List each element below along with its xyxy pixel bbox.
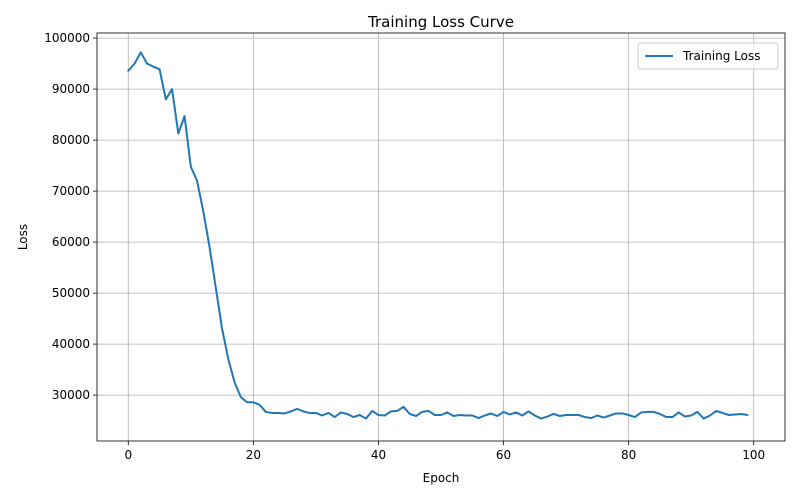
- series-layer: [127, 51, 749, 420]
- y-tick-label: 50000: [52, 286, 90, 300]
- legend: Training Loss: [637, 42, 779, 70]
- x-axis-label: Epoch: [423, 471, 460, 485]
- x-tick-label: 20: [246, 448, 261, 462]
- chart-title: Training Loss Curve: [367, 13, 514, 31]
- y-tick-label: 100000: [44, 31, 90, 45]
- y-tick-label: 60000: [52, 235, 90, 249]
- y-tick-label: 80000: [52, 133, 90, 147]
- y-axis-label: Loss: [16, 224, 30, 250]
- y-tick-label: 30000: [52, 388, 90, 402]
- y-tick-label: 70000: [52, 184, 90, 198]
- grid-layer: [97, 33, 785, 441]
- legend-box: [637, 42, 779, 70]
- tick-layer: 0 20 40 60 80 100 30000 40000 50000 60000 70000 800…: [44, 31, 765, 462]
- x-tick-label: 60: [496, 448, 511, 462]
- y-tick-label: 90000: [52, 82, 90, 96]
- x-tick-label: 40: [371, 448, 386, 462]
- x-tick-label: 100: [742, 448, 765, 462]
- y-tick-label: 40000: [52, 337, 90, 351]
- x-tick-label: 80: [621, 448, 636, 462]
- x-tick-label: 0: [124, 448, 132, 462]
- plot-area-frame: [96, 32, 786, 442]
- series-line-training-loss: [127, 51, 749, 420]
- legend-label-training-loss: Training Loss: [682, 49, 760, 63]
